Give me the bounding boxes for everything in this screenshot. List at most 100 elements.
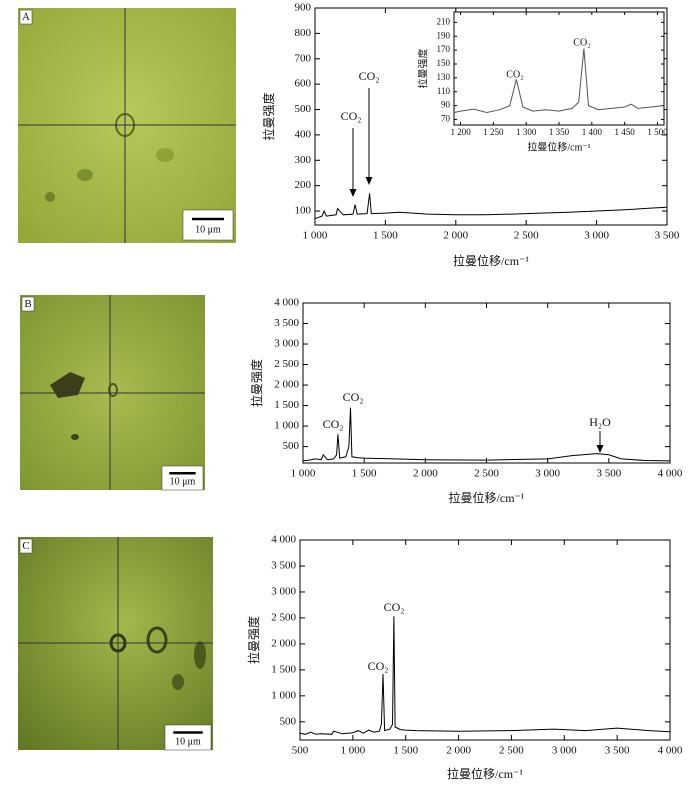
chart: 500 1 000 1 500 2 000 2 500 3 000 3 500 4 000 50… [246, 534, 683, 781]
y-tick-label: 130 [437, 72, 451, 82]
x-tick-label: 500 [292, 745, 309, 757]
panel-label: B [24, 298, 31, 310]
y-tick-label: 3 000 [274, 338, 299, 350]
x-axis-label: 拉曼位移/cm⁻¹ [449, 490, 525, 505]
x-tick-label: 2 000 [446, 745, 471, 757]
x-tick-label: 1 500 [373, 230, 398, 242]
x-axis-label: 拉曼位移/cm⁻¹ [447, 766, 523, 781]
plot-frame [302, 302, 671, 464]
y-tick-label: 200 [295, 179, 312, 191]
y-tick-label: 2 000 [271, 637, 296, 649]
x-tick-label: 1 000 [303, 230, 328, 242]
scale-bar-box [161, 465, 204, 491]
y-tick-label: 70 [441, 114, 451, 124]
x-tick-label: 1 500 [393, 745, 418, 757]
plot-frame [314, 7, 668, 226]
inclusion [50, 372, 85, 398]
y-tick-label: 1 000 [271, 689, 296, 701]
annotation: CO₂ [343, 390, 364, 404]
plot-frame [299, 539, 671, 741]
spectrum-line [302, 407, 671, 462]
y-tick-label: 2 500 [274, 358, 299, 370]
inclusion [71, 434, 79, 440]
y-tick-label: 300 [295, 154, 312, 166]
x-tick-label: 1 000 [340, 745, 365, 757]
y-tick-label: 210 [437, 16, 451, 26]
y-axis-label: 拉曼强度 [249, 359, 264, 407]
inclusion [108, 383, 118, 397]
inclusion [172, 674, 184, 690]
x-axis-label: 拉曼位移/cm⁻¹ [527, 140, 590, 153]
spectrum-line [299, 616, 671, 735]
x-tick-label: 1 000 [291, 468, 316, 480]
annotation-arrowhead [365, 177, 373, 185]
annotation: CO₂ [573, 37, 590, 48]
x-tick-label: 4 000 [658, 468, 683, 480]
panel-label: C [22, 540, 29, 552]
y-axis-label: 拉曼强度 [246, 616, 261, 664]
annotation-arrowhead [596, 445, 604, 453]
y-tick-label: 3 000 [271, 585, 296, 597]
y-tick-label: 600 [295, 78, 312, 90]
x-tick-label: 1 500 [647, 127, 668, 137]
annotation: CO₂ [368, 659, 389, 673]
annotation: H₂O [589, 415, 611, 429]
scale-bar-box [182, 209, 234, 241]
y-axis-label: 拉曼强度 [261, 92, 276, 140]
y-tick-label: 100 [295, 205, 312, 217]
x-tick-label: 3 000 [552, 745, 577, 757]
y-tick-label: 190 [437, 30, 451, 40]
scale-bar-label: 10 μm [175, 736, 201, 747]
y-tick-label: 2 500 [271, 611, 296, 623]
panel-label-box [19, 538, 33, 554]
y-tick-label: 3 500 [271, 560, 296, 572]
x-tick-label: 3 000 [535, 468, 560, 480]
panel-label-box [21, 296, 35, 312]
y-tick-label: 1 500 [274, 399, 299, 411]
x-tick-label: 1 250 [483, 127, 504, 137]
x-tick-label: 2 000 [413, 468, 438, 480]
x-tick-label: 1 500 [352, 468, 377, 480]
y-tick-label: 700 [295, 52, 312, 64]
inclusion [156, 148, 174, 162]
annotation: CO₂ [359, 69, 380, 83]
panel-label: A [22, 11, 30, 23]
micrographs [18, 8, 236, 750]
y-tick-label: 4 000 [274, 297, 299, 309]
x-tick-label: 2 000 [443, 230, 468, 242]
inset-background [454, 12, 664, 125]
x-tick-label: 1 400 [582, 127, 603, 137]
annotation: CO₂ [341, 109, 362, 123]
y-tick-label: 150 [437, 58, 451, 68]
y-tick-label: 500 [280, 715, 297, 727]
x-tick-label: 2 500 [514, 230, 539, 242]
y-tick-label: 900 [295, 2, 312, 14]
x-tick-label: 3 500 [596, 468, 621, 480]
x-tick-label: 3 000 [584, 230, 609, 242]
y-tick-label: 4 000 [271, 534, 296, 546]
y-tick-label: 90 [441, 100, 451, 110]
y-tick-label: 1 500 [271, 663, 296, 675]
x-tick-label: 2 500 [499, 745, 524, 757]
y-tick-label: 170 [437, 44, 451, 54]
x-tick-label: 1 200 [450, 127, 471, 137]
inclusion [194, 641, 206, 669]
spectrum-line [314, 193, 668, 220]
chart: 1 200 1 250 1 300 1 350 1 400 1 450 1 500 70 90 1… [416, 11, 668, 153]
chart: 1 000 1 500 2 000 2 500 3 000 3 500 100 200 300 4… [261, 2, 680, 268]
inclusion [45, 192, 55, 202]
y-axis-label: 拉曼强度 [416, 49, 429, 89]
scale-bar-label: 10 μm [170, 477, 196, 488]
y-tick-label: 800 [295, 27, 312, 39]
annotation-arrowhead [349, 189, 357, 197]
scale-bar-box [164, 724, 212, 751]
annotation: CO₂ [384, 600, 405, 614]
inclusion [77, 169, 93, 181]
y-tick-label: 500 [295, 103, 312, 115]
x-tick-label: 1 450 [615, 127, 636, 137]
y-tick-label: 500 [283, 440, 300, 452]
annotation: CO₂ [323, 417, 344, 431]
x-tick-label: 3 500 [605, 745, 630, 757]
x-tick-label: 1 300 [516, 127, 537, 137]
